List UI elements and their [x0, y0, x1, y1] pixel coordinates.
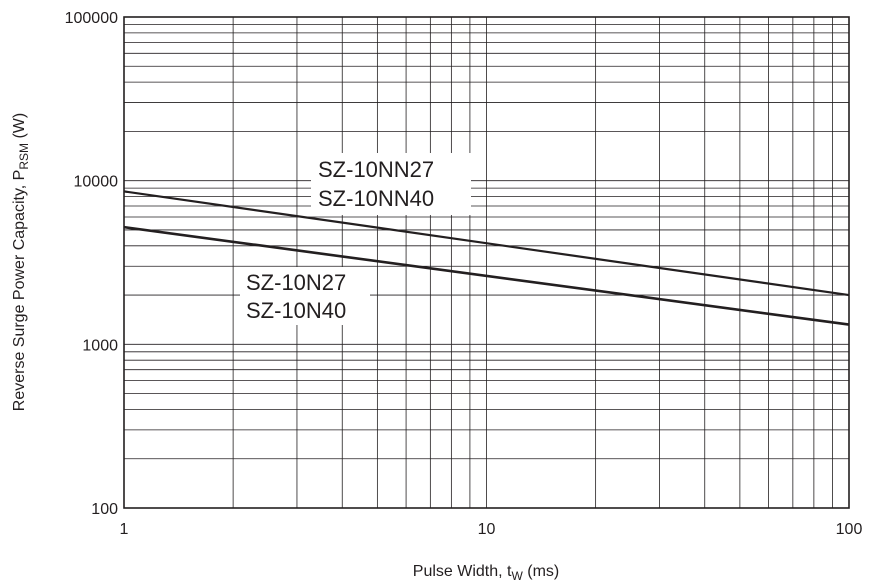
plot-frame: [123, 16, 850, 509]
x-tick-labels: 1 10 100: [120, 521, 863, 538]
x-tick-label: 10: [478, 521, 496, 538]
x-tick-label: 100: [836, 521, 863, 538]
x-axis-title-unit: (ms): [523, 563, 559, 580]
y-tick-label: 10000: [74, 174, 119, 191]
series-label-bg-1: [311, 153, 471, 215]
x-axis-title: Pulse Width, tW (ms): [413, 563, 559, 583]
y-axis-title-unit: (W): [11, 113, 28, 143]
series-label-2-line1: SZ-10N27: [246, 270, 346, 295]
x-axis-title-main: Pulse Width, t: [413, 563, 512, 580]
series-label-bg-2: [240, 267, 370, 325]
y-axis-title-sub: RSM: [17, 143, 31, 170]
series-line-1: [123, 190, 850, 297]
y-axis-title: Reverse Surge Power Capacity, PRSM (W): [11, 113, 31, 411]
y-axis-title-main: Reverse Surge Power Capacity, P: [11, 170, 28, 412]
series-line-2: [123, 225, 850, 326]
series-label-2-line2: SZ-10N40: [246, 298, 346, 323]
y-tick-label: 100: [91, 501, 118, 518]
y-tick-label: 100000: [65, 10, 118, 27]
grid: [124, 17, 849, 508]
y-tick-label: 1000: [82, 337, 118, 354]
x-axis-title-sub: W: [511, 569, 523, 583]
series-group: [123, 190, 850, 326]
y-tick-labels: 100 1000 10000 100000: [65, 10, 118, 518]
series-label-1-line2: SZ-10NN40: [318, 186, 434, 211]
series-label-1-line1: SZ-10NN27: [318, 157, 434, 182]
x-tick-label: 1: [120, 521, 129, 538]
